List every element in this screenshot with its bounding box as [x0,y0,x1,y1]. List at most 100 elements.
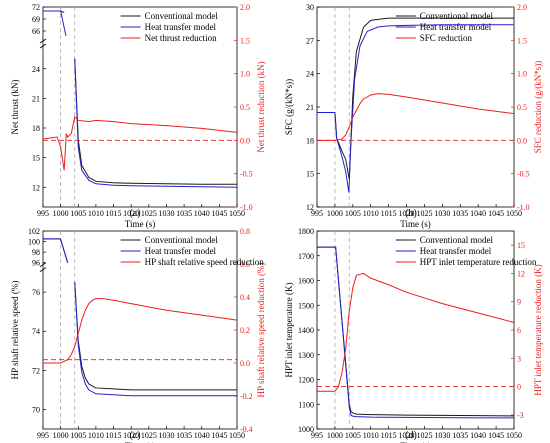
y-tick-label: 1500 [298,301,314,310]
y-tick-label: 21 [32,94,40,103]
x-tick-label: 1030 [158,209,174,218]
y-tick-label: 76 [32,288,40,297]
x-tick-label: 1015 [106,431,122,440]
legend-label: Heat transfer model [145,246,217,256]
y2-axis-label: SFC reduction (g/(kN*s)) [533,61,543,154]
chart-2: 995 1000 1005 1010 1015 1020 1025 1030 1035 1040 1… [10,227,266,443]
y2-axis-label: HPT inlet temperature reduction (K) [533,264,543,395]
legend-label: Conventional model [420,235,494,245]
y-tick-label: 66 [32,27,40,36]
y-tick-label: 12 [32,183,40,192]
y2-tick-label: -0.2 [240,392,253,401]
series-line-2 [317,93,514,141]
y2-tick-label: 0.4 [240,293,250,302]
x-tick-label: 1040 [194,431,210,440]
legend-label: Net thrust reduction [145,33,217,43]
x-tick-label: 1005 [70,431,86,440]
y2-tick-label: -3 [517,411,524,420]
y-tick-label: 70 [32,405,40,414]
y-tick-label: 1100 [298,400,314,409]
x-tick-label: 1030 [434,431,450,440]
y-tick-label: 1400 [298,326,314,335]
y2-tick-label: -0.5 [517,170,530,179]
y-tick-label: 30 [306,3,314,12]
y-tick-label: 72 [32,3,40,12]
legend-label: Heat transfer model [145,22,217,32]
x-tick-label: 1025 [416,209,432,218]
x-axis-label: Time (s) [125,441,155,443]
x-tick-label: 1020 [123,431,139,440]
y2-tick-label: 0.0 [240,136,250,145]
series-line-1 [317,246,514,419]
x-tick-label: 1000 [53,209,69,218]
x-tick-label: 1050 [229,209,245,218]
y2-tick-label: 0.8 [240,227,250,236]
y2-tick-label: -1.0 [240,203,253,212]
x-tick-label: 1000 [327,431,343,440]
y2-tick-label: 0.6 [240,260,250,269]
y2-tick-label: 0.2 [240,326,250,335]
y2-tick-label: 2.0 [517,3,527,12]
x-tick-label: 1025 [141,431,157,440]
x-tick-label: 1045 [211,209,227,218]
x-tick-label: 995 [311,431,323,440]
x-tick-label: 1020 [399,431,415,440]
legend-label: Conventional model [145,235,219,245]
x-tick-label: 1025 [141,209,157,218]
series-line-1 [74,58,237,188]
y-tick-label: 96 [32,259,40,268]
x-tick-label: 1050 [506,431,522,440]
y-tick-label: 1700 [298,252,314,261]
y2-tick-label: 0.5 [240,103,250,112]
series-line-0 [74,282,237,391]
x-tick-label: 1050 [229,431,245,440]
x-tick-label: 1005 [345,209,361,218]
x-tick-label: 1015 [381,431,397,440]
y-tick-label: 102 [28,227,40,236]
series-line-0 [317,17,514,180]
y-tick-label: 1300 [298,351,314,360]
y-axis-label: SFC (g/(kN*s)) [284,79,294,135]
legend-label: HP shaft relative speed reduction [145,257,265,267]
x-tick-label: 1050 [506,209,522,218]
y2-tick-label: 0.5 [517,103,527,112]
y-tick-label: 18 [32,124,40,133]
y2-tick-label: -0.5 [240,170,253,179]
y-tick-label: 1600 [298,277,314,286]
y2-tick-label: 0.0 [240,359,250,368]
x-tick-label: 1040 [470,431,486,440]
x-tick-label: 1045 [211,431,227,440]
y2-tick-label: 12 [517,269,525,278]
series-line-2 [43,116,237,171]
y-tick-label: 72 [32,366,40,375]
x-tick-label: 1045 [488,209,504,218]
y2-tick-label: 9 [517,298,521,307]
y2-axis-label: HP shaft relative speed reduction (%) [256,263,266,398]
axis-break-mark [39,262,47,267]
x-tick-label: 1020 [399,209,415,218]
y-tick-label: 24 [306,70,314,79]
x-tick-label: 1030 [158,431,174,440]
y2-tick-label: 6 [517,326,521,335]
x-tick-label: 1025 [416,431,432,440]
y-axis-label: Net thrust (kN) [10,80,20,135]
axis-break-mark [39,43,47,49]
y-tick-label: 74 [32,327,40,336]
x-tick-label: 1010 [363,209,379,218]
x-tick-label: 1015 [381,209,397,218]
x-tick-label: 1010 [88,431,104,440]
y2-tick-label: 1.5 [240,36,250,45]
series-line-1 [43,238,69,263]
chart-caption: (b) [405,208,417,219]
x-axis-label: Time (s) [400,219,430,229]
legend-label: HPT inlet temperature reduction [420,257,537,267]
x-tick-label: 995 [37,431,49,440]
x-tick-label: 1005 [70,209,86,218]
y-tick-label: 15 [32,154,40,163]
y2-tick-label: -1.0 [517,203,530,212]
chart-caption: (d) [405,430,417,441]
legend-label: Heat transfer model [420,22,492,32]
axis-break-mark [39,267,47,272]
x-tick-label: 995 [311,209,323,218]
x-tick-label: 1000 [327,209,343,218]
